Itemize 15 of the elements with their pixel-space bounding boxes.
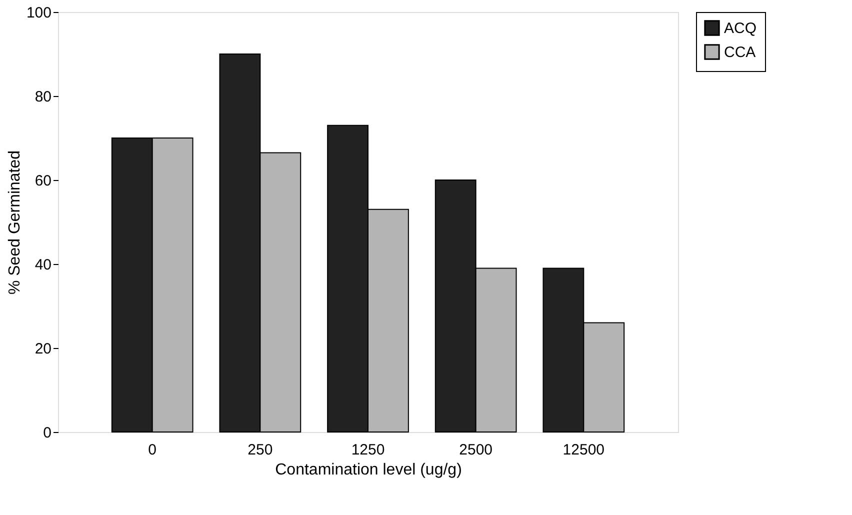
legend-label: ACQ: [724, 20, 757, 37]
y-tick-label: 100: [26, 4, 52, 22]
x-tick-label: 1250: [351, 442, 385, 458]
y-tick-label: 60: [34, 172, 52, 190]
y-tick-label: 80: [34, 88, 52, 106]
y-axis-title: % Seed Germinated: [6, 150, 24, 295]
y-tick-label: 0: [43, 424, 52, 442]
x-tick-label: 0: [148, 442, 157, 458]
x-tick-label: 12500: [562, 442, 605, 458]
x-tick-label: 2500: [459, 442, 493, 458]
y-tick-label: 20: [34, 340, 52, 358]
x-tick-label: 250: [248, 442, 273, 458]
y-tick-label: 40: [34, 256, 52, 274]
x-axis-title: Contamination level (ug/g): [275, 462, 462, 478]
legend-label: CCA: [724, 44, 756, 61]
